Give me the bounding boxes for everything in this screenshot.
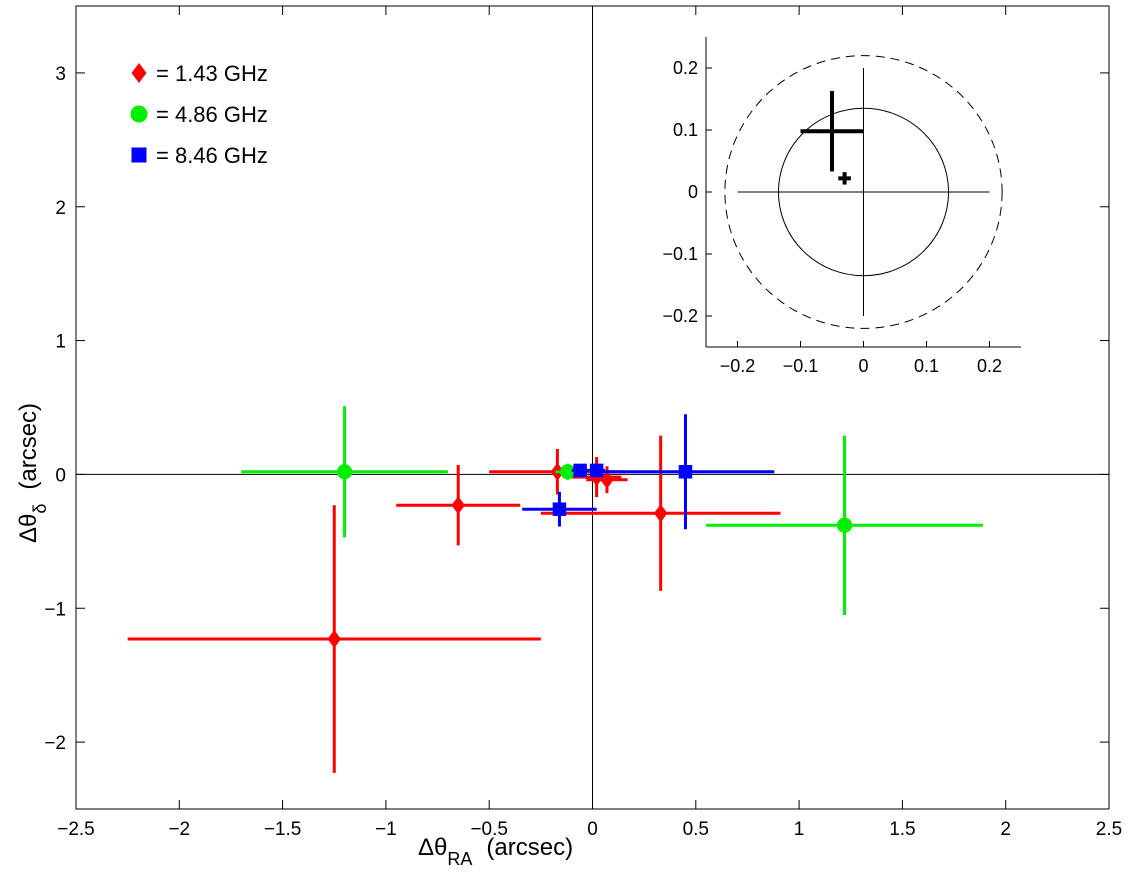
inset-y-tick-label: 0.2 xyxy=(673,58,698,78)
series-diamond xyxy=(127,435,781,773)
y-tick-label: 2 xyxy=(55,198,66,219)
x-tick-label: −2.5 xyxy=(57,819,95,840)
circle-marker xyxy=(336,464,353,480)
square-marker xyxy=(552,502,567,516)
plot-frame xyxy=(75,5,1110,810)
x-tick-label: 0.5 xyxy=(683,819,709,840)
square-marker xyxy=(131,147,147,163)
inset-y-tick-label: 0.1 xyxy=(673,120,698,140)
x-tick-label: −1 xyxy=(375,819,397,840)
solid-circle xyxy=(777,107,950,277)
diamond-marker xyxy=(600,470,614,489)
inset-x-tick-label: 0.2 xyxy=(977,356,1002,376)
square-marker xyxy=(678,464,693,479)
legend-label: = 1.43 GHz xyxy=(156,61,268,86)
x-tick-label: 0 xyxy=(587,819,598,840)
y-axis-label-main: Δθ xyxy=(15,514,42,543)
dashed-circle xyxy=(724,55,1003,329)
x-axis-label-sub: RA xyxy=(447,849,472,869)
series-circle xyxy=(241,406,983,615)
x-axis-label-main: Δθ xyxy=(418,834,447,861)
y-axis-label-unit: (arcsec) xyxy=(15,403,42,490)
y-tick-label: 3 xyxy=(55,64,66,85)
x-tick-label: 1.5 xyxy=(889,819,915,840)
main-plot: −2.5 −2 −1.5 −1 −0.5 0 0.5 1 1.5 2 2.5 −2 −1 0 1 2 3 xyxy=(44,5,1122,840)
inset-y-tick-label: −0.1 xyxy=(662,244,698,264)
x-tick-label: 2 xyxy=(1000,819,1011,840)
diamond-marker xyxy=(653,504,668,523)
x-tick-label: −1.5 xyxy=(264,819,302,840)
y-axis-label-sub: δ xyxy=(30,504,50,514)
y-tick-label: 1 xyxy=(55,332,66,353)
inset-x-tick-label: 0.1 xyxy=(914,356,939,376)
legend-label: = 4.86 GHz xyxy=(156,102,268,127)
circle-marker xyxy=(836,517,853,533)
inset-y-tick-label: 0 xyxy=(688,182,698,202)
y-tick-label: −1 xyxy=(44,599,66,620)
x-tick-label: −2 xyxy=(168,819,190,840)
circle-marker xyxy=(560,464,576,480)
inset-y-tick-label: −0.2 xyxy=(662,306,698,326)
x-axis-label: ΔθRA (arcsec) xyxy=(418,834,573,869)
y-axis-label: Δθδ (arcsec) xyxy=(15,403,50,543)
legend-label: = 8.46 GHz xyxy=(156,143,268,168)
inset-x-tick-label: 0 xyxy=(858,356,868,376)
diamond-marker xyxy=(327,630,341,649)
diamond-marker xyxy=(451,496,465,515)
series-square xyxy=(522,414,775,530)
x-axis-label-unit: (arcsec) xyxy=(486,834,573,861)
x-tick-label: 2.5 xyxy=(1096,819,1122,840)
legend: = 1.43 GHz = 4.86 GHz = 8.46 GHz xyxy=(130,61,268,168)
y-tick-label: 0 xyxy=(55,465,66,486)
x-tick-label: 1 xyxy=(794,819,805,840)
inset-x-tick-label: −0.2 xyxy=(720,356,756,376)
inset-x-tick-label: −0.1 xyxy=(783,356,819,376)
diamond-marker xyxy=(131,63,147,83)
y-tick-label: −2 xyxy=(44,733,66,754)
inset-plot: −0.2 −0.1 0 0.1 0.2 −0.2 −0.1 0 0.1 0.2 xyxy=(662,37,1021,376)
square-marker xyxy=(573,463,587,478)
circle-marker xyxy=(130,105,148,123)
x-tick-label: −0.5 xyxy=(470,819,508,840)
axis-labels: ΔθRA (arcsec) Δθδ(arcsec) xyxy=(15,403,573,869)
